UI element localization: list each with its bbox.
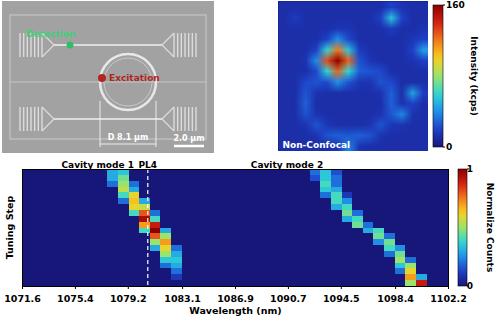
svg-text:1: 1 xyxy=(467,164,473,174)
svg-text:1090.7: 1090.7 xyxy=(270,293,307,304)
svg-text:PL4: PL4 xyxy=(138,160,157,170)
svg-text:1098.4: 1098.4 xyxy=(377,293,414,304)
svg-text:Wavelength (nm): Wavelength (nm) xyxy=(189,305,281,316)
svg-text:0: 0 xyxy=(446,142,452,152)
svg-text:Detection: Detection xyxy=(26,29,75,39)
svg-text:0: 0 xyxy=(467,281,473,291)
svg-text:1102.2: 1102.2 xyxy=(430,293,467,304)
svg-text:160: 160 xyxy=(446,1,465,10)
svg-text:1075.4: 1075.4 xyxy=(57,293,94,304)
svg-text:1071.6: 1071.6 xyxy=(4,293,41,304)
svg-text:Tuning Step: Tuning Step xyxy=(4,195,15,259)
svg-text:1094.5: 1094.5 xyxy=(323,293,360,304)
svg-text:D 8.1 µm: D 8.1 µm xyxy=(108,133,149,142)
svg-text:1086.9: 1086.9 xyxy=(217,293,254,304)
svg-text:Excitation: Excitation xyxy=(109,73,160,83)
svg-text:Cavity mode 2: Cavity mode 2 xyxy=(251,160,323,170)
svg-text:Normalize Counts: Normalize Counts xyxy=(485,183,495,273)
svg-text:1079.2: 1079.2 xyxy=(110,293,147,304)
svg-text:Cavity mode 1: Cavity mode 1 xyxy=(61,160,133,170)
svg-text:1083.1: 1083.1 xyxy=(164,293,201,304)
svg-text:Intensity (kcps): Intensity (kcps) xyxy=(469,36,479,116)
svg-text:Non-Confocal: Non-Confocal xyxy=(283,140,351,150)
svg-text:2.0 µm: 2.0 µm xyxy=(173,134,204,143)
